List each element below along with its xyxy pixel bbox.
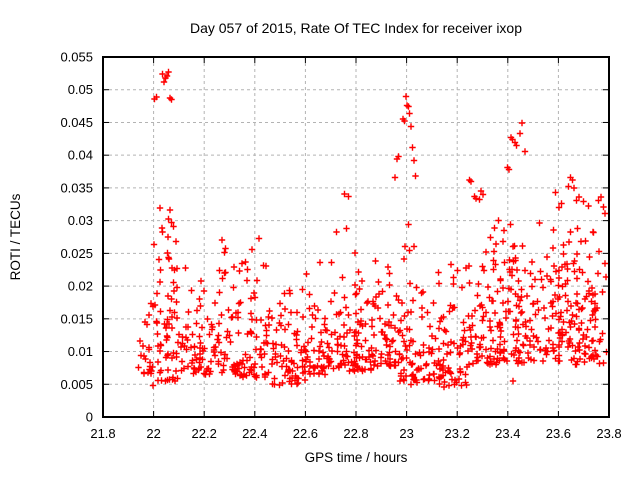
y-tick-label: 0.03 — [68, 213, 93, 228]
y-tick-label: 0.01 — [68, 344, 93, 359]
y-tick-label: 0.045 — [60, 115, 93, 130]
x-axis-label: GPS time / hours — [305, 450, 408, 465]
x-tick-label: 22.2 — [192, 426, 217, 441]
x-tick-label: 22.8 — [343, 426, 368, 441]
x-tick-label: 23.2 — [445, 426, 470, 441]
data-point-markers — [135, 68, 610, 391]
chart-title: Day 057 of 2015, Rate Of TEC Index for r… — [190, 20, 522, 36]
x-tick-label: 23.4 — [495, 426, 520, 441]
scatter-points — [135, 68, 610, 391]
x-tick-label: 22.4 — [242, 426, 267, 441]
x-tick-label: 23.8 — [596, 426, 621, 441]
x-tick-label: 23.6 — [546, 426, 571, 441]
y-tick-label: 0 — [86, 410, 93, 425]
y-tick-label: 0.005 — [60, 377, 93, 392]
plot-border — [102, 56, 610, 418]
y-axis-label: ROTI / TECUs — [8, 193, 23, 280]
x-tick-label: 22 — [146, 426, 160, 441]
y-tick-label: 0.025 — [60, 246, 93, 261]
y-tick-label: 0.015 — [60, 311, 93, 326]
y-tick-label: 0.055 — [60, 50, 93, 65]
y-tick-label: 0.05 — [68, 82, 93, 97]
y-tick-label: 0.02 — [68, 279, 93, 294]
tick-labels: 21.8 22 22.2 22.4 22.6 22.8 23 23.2 23.4 23.6 23.8… — [60, 50, 621, 442]
y-tick-label: 0.035 — [60, 180, 93, 195]
x-tick-label: 22.6 — [293, 426, 318, 441]
x-tick-label: 23 — [399, 426, 413, 441]
x-tick-label: 21.8 — [90, 426, 115, 441]
y-tick-label: 0.04 — [68, 148, 93, 163]
